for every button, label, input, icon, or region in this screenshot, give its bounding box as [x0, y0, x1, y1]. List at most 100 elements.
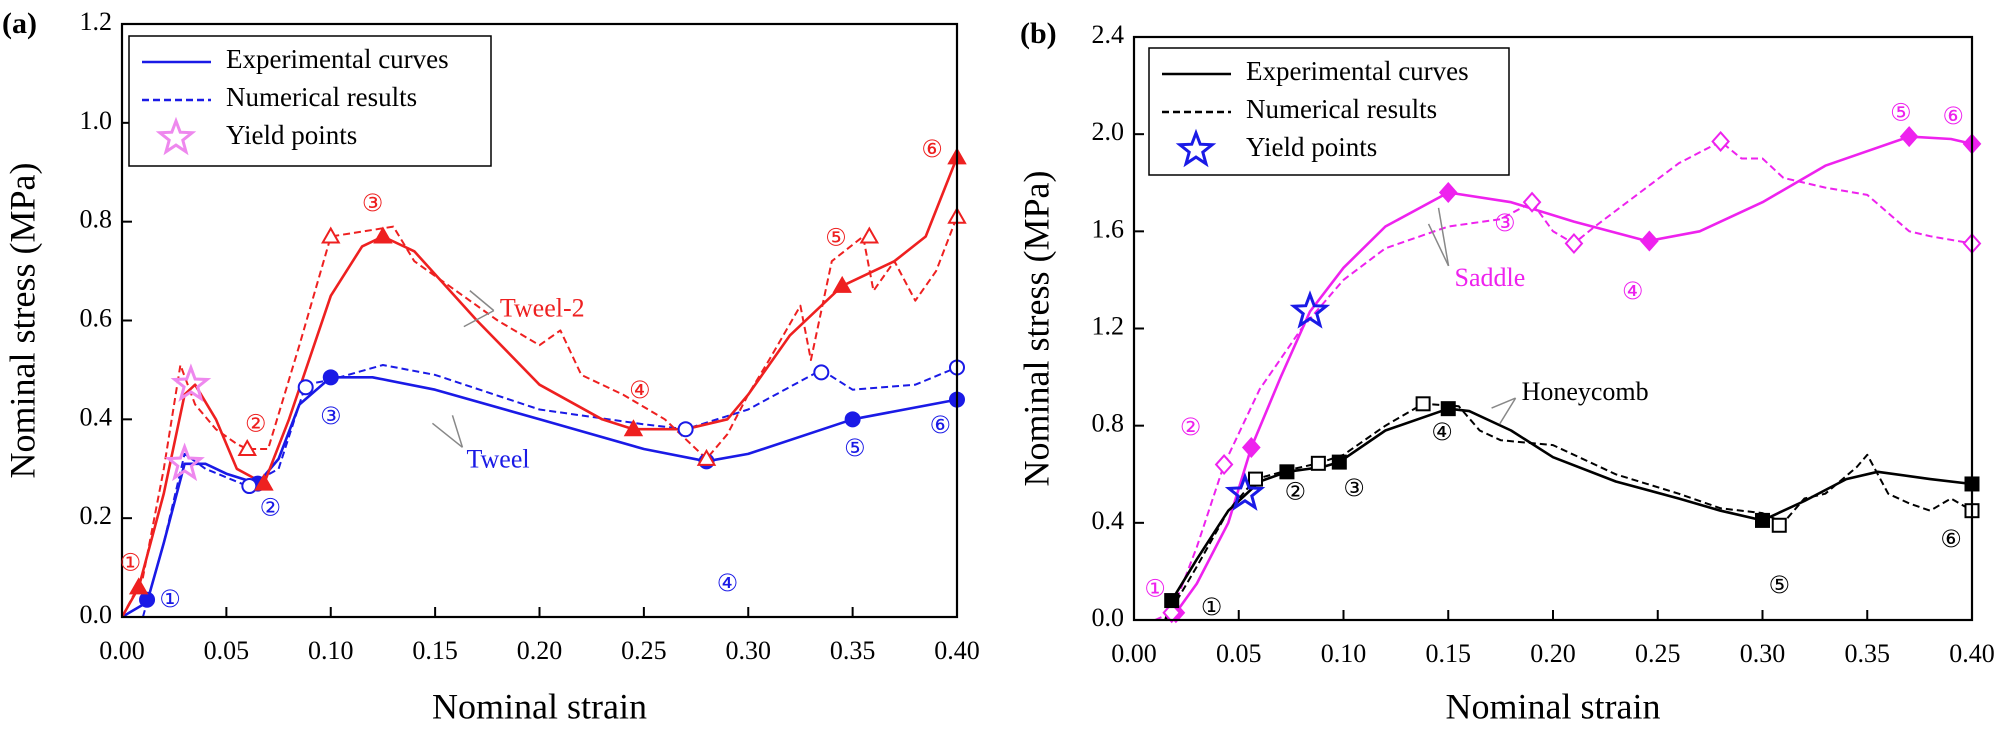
- data-line: [120, 156, 959, 618]
- y-tick-label: 2.0: [1092, 117, 1125, 146]
- point-number: ②: [1180, 413, 1202, 441]
- legend-label: Numerical results: [226, 82, 417, 112]
- point-number: ①: [1201, 593, 1223, 621]
- x-tick-label: 0.05: [1216, 639, 1262, 668]
- curve-label: Tweel: [466, 444, 529, 473]
- point-number: ⑥: [921, 135, 943, 163]
- point-number: ⑥: [930, 411, 952, 439]
- x-tick-label: 0.30: [726, 636, 772, 665]
- point-number: ③: [362, 189, 384, 217]
- marker-triangle: [373, 226, 393, 244]
- x-axis-title: Nominal strain: [432, 686, 647, 726]
- x-tick-label: 0.20: [517, 636, 563, 665]
- marker-square: [1279, 464, 1295, 480]
- y-tick-label: 1.2: [80, 7, 113, 36]
- point-number: ⑤: [844, 434, 866, 462]
- leader-line: [431, 422, 463, 448]
- point-number: ④: [629, 376, 651, 404]
- data-line: [141, 364, 958, 618]
- leader-line: [1437, 207, 1450, 267]
- marker-diamond: [1438, 181, 1458, 203]
- marker-diamond: [1564, 232, 1584, 254]
- plot-frame: [1132, 35, 1974, 622]
- marker-circle: [813, 364, 830, 381]
- yield-star: [1289, 290, 1331, 329]
- marker-square: [1755, 512, 1770, 528]
- x-tick-label: 0.35: [830, 636, 876, 665]
- y-tick-label: 1.2: [1092, 311, 1125, 340]
- marker-square: [1164, 593, 1180, 609]
- marker-circle: [677, 421, 694, 438]
- point-number: ⑤: [825, 223, 847, 251]
- point-number: ③: [320, 402, 342, 430]
- marker-triangle: [321, 226, 341, 244]
- leader-line: [469, 290, 495, 312]
- legend-star: [155, 116, 197, 156]
- leader-line: [1427, 223, 1450, 267]
- marker-circle: [322, 369, 339, 386]
- y-axis-title: Nominal stress (MPa): [2, 163, 42, 479]
- marker-diamond: [1241, 437, 1261, 459]
- point-number: ①: [159, 585, 181, 613]
- x-tick-label: 0.00: [99, 636, 145, 665]
- marker-square: [1248, 471, 1264, 487]
- y-tick-label: 0.0: [1092, 603, 1125, 632]
- point-number: ⑥: [1940, 525, 1962, 553]
- point-number: ③: [1494, 209, 1516, 237]
- yield-star: [1224, 472, 1266, 511]
- point-number: ②: [259, 493, 281, 521]
- x-tick-label: 0.10: [308, 636, 354, 665]
- marker-square: [1415, 396, 1431, 412]
- marker-circle: [844, 411, 861, 428]
- marker-square: [1331, 454, 1347, 470]
- marker-diamond: [1899, 126, 1919, 148]
- leader-line: [1498, 397, 1517, 425]
- legend-label: Experimental curves: [226, 44, 449, 74]
- panel: 0.00 0.05 0.10 0.15 0.20 0.25 0.30 0.35 0.40 0.0 0…: [2, 7, 980, 726]
- marker-diamond: [1522, 191, 1542, 213]
- y-tick-label: 0.6: [80, 303, 113, 332]
- leader-line: [1491, 397, 1516, 409]
- marker-triangle: [237, 438, 257, 456]
- point-number: ②: [245, 409, 267, 437]
- marker-diamond: [1711, 130, 1730, 152]
- y-tick-label: 2.4: [1092, 20, 1125, 49]
- legend-star: [1175, 128, 1217, 168]
- data-line: [121, 216, 958, 618]
- marker-triangle: [859, 226, 880, 244]
- panel-label: (a): [2, 7, 37, 40]
- x-tick-label: 0.35: [1845, 639, 1891, 668]
- x-tick-label: 0.40: [934, 636, 980, 665]
- x-tick-label: 0.20: [1530, 639, 1576, 668]
- marker-triangle: [832, 275, 852, 293]
- point-number: ④: [1431, 418, 1453, 446]
- y-tick-label: 0.4: [1092, 506, 1125, 535]
- x-axis-title: Nominal strain: [1446, 686, 1661, 726]
- curve-label: Saddle: [1455, 263, 1526, 292]
- x-tick-label: 0.25: [621, 636, 667, 665]
- panel: 0.00 0.05 0.10 0.15 0.20 0.25 0.30 0.35 0.40 0.0 0…: [1016, 17, 1994, 726]
- y-tick-label: 0.8: [80, 205, 113, 234]
- point-number: ⑥: [1942, 102, 1964, 130]
- point-number: ①: [120, 549, 142, 577]
- legend-label: Numerical results: [1246, 94, 1437, 124]
- y-tick-label: 0.8: [1092, 409, 1125, 438]
- y-tick-label: 0.0: [80, 600, 113, 629]
- x-tick-label: 0.00: [1111, 639, 1157, 668]
- point-number: ④: [717, 569, 739, 597]
- curve-label: Honeycomb: [1522, 377, 1649, 406]
- x-tick-label: 0.40: [1949, 639, 1995, 668]
- marker-triangle: [254, 473, 274, 491]
- legend-label: Experimental curves: [1246, 56, 1469, 86]
- curve-label: Tweel-2: [500, 294, 585, 323]
- marker-circle: [241, 478, 258, 495]
- y-tick-label: 0.4: [80, 402, 113, 431]
- marker-triangle: [128, 577, 149, 595]
- marker-circle: [139, 591, 156, 608]
- point-number: ①: [1144, 574, 1166, 602]
- x-tick-label: 0.10: [1321, 639, 1367, 668]
- data-line: [1164, 407, 1973, 621]
- x-tick-label: 0.25: [1635, 639, 1681, 668]
- marker-circle: [297, 379, 314, 396]
